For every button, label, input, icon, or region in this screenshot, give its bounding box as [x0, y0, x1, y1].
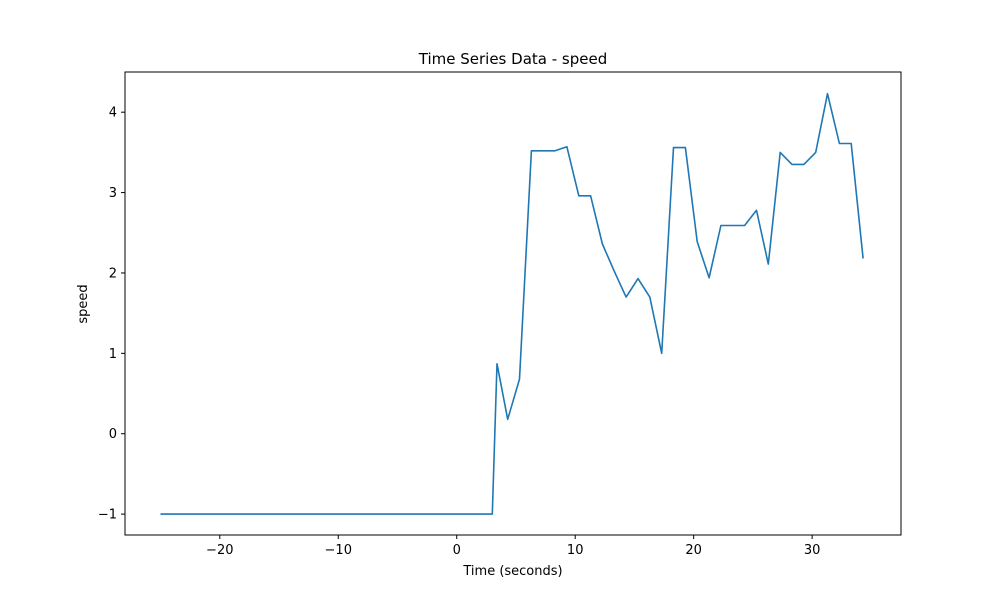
y-tick-label: 4	[109, 106, 117, 121]
plot-area	[160, 92, 864, 515]
x-axis: −20 −10 0 10 20 30	[206, 535, 820, 558]
x-tick-label: 30	[804, 543, 821, 558]
axes-frame	[124, 71, 902, 536]
y-tick-label: 0	[109, 427, 117, 442]
x-axis-label: Time (seconds)	[462, 564, 562, 579]
y-tick-label: 2	[109, 266, 117, 281]
x-tick-label: 10	[567, 543, 584, 558]
x-tick-label: −20	[206, 543, 233, 558]
x-tick-label: 0	[453, 543, 461, 558]
y-tick-label: 3	[109, 186, 117, 201]
x-tick-label: −10	[325, 543, 352, 558]
x-tick-label: 20	[685, 543, 702, 558]
y-axis-label: speed	[76, 284, 91, 323]
y-tick-label: −1	[98, 508, 117, 523]
y-axis: −1 0 1 2 3 4	[98, 106, 125, 523]
y-tick-label: 1	[109, 347, 117, 362]
chart-title: Time Series Data - speed	[418, 50, 607, 68]
series-line	[160, 92, 864, 515]
